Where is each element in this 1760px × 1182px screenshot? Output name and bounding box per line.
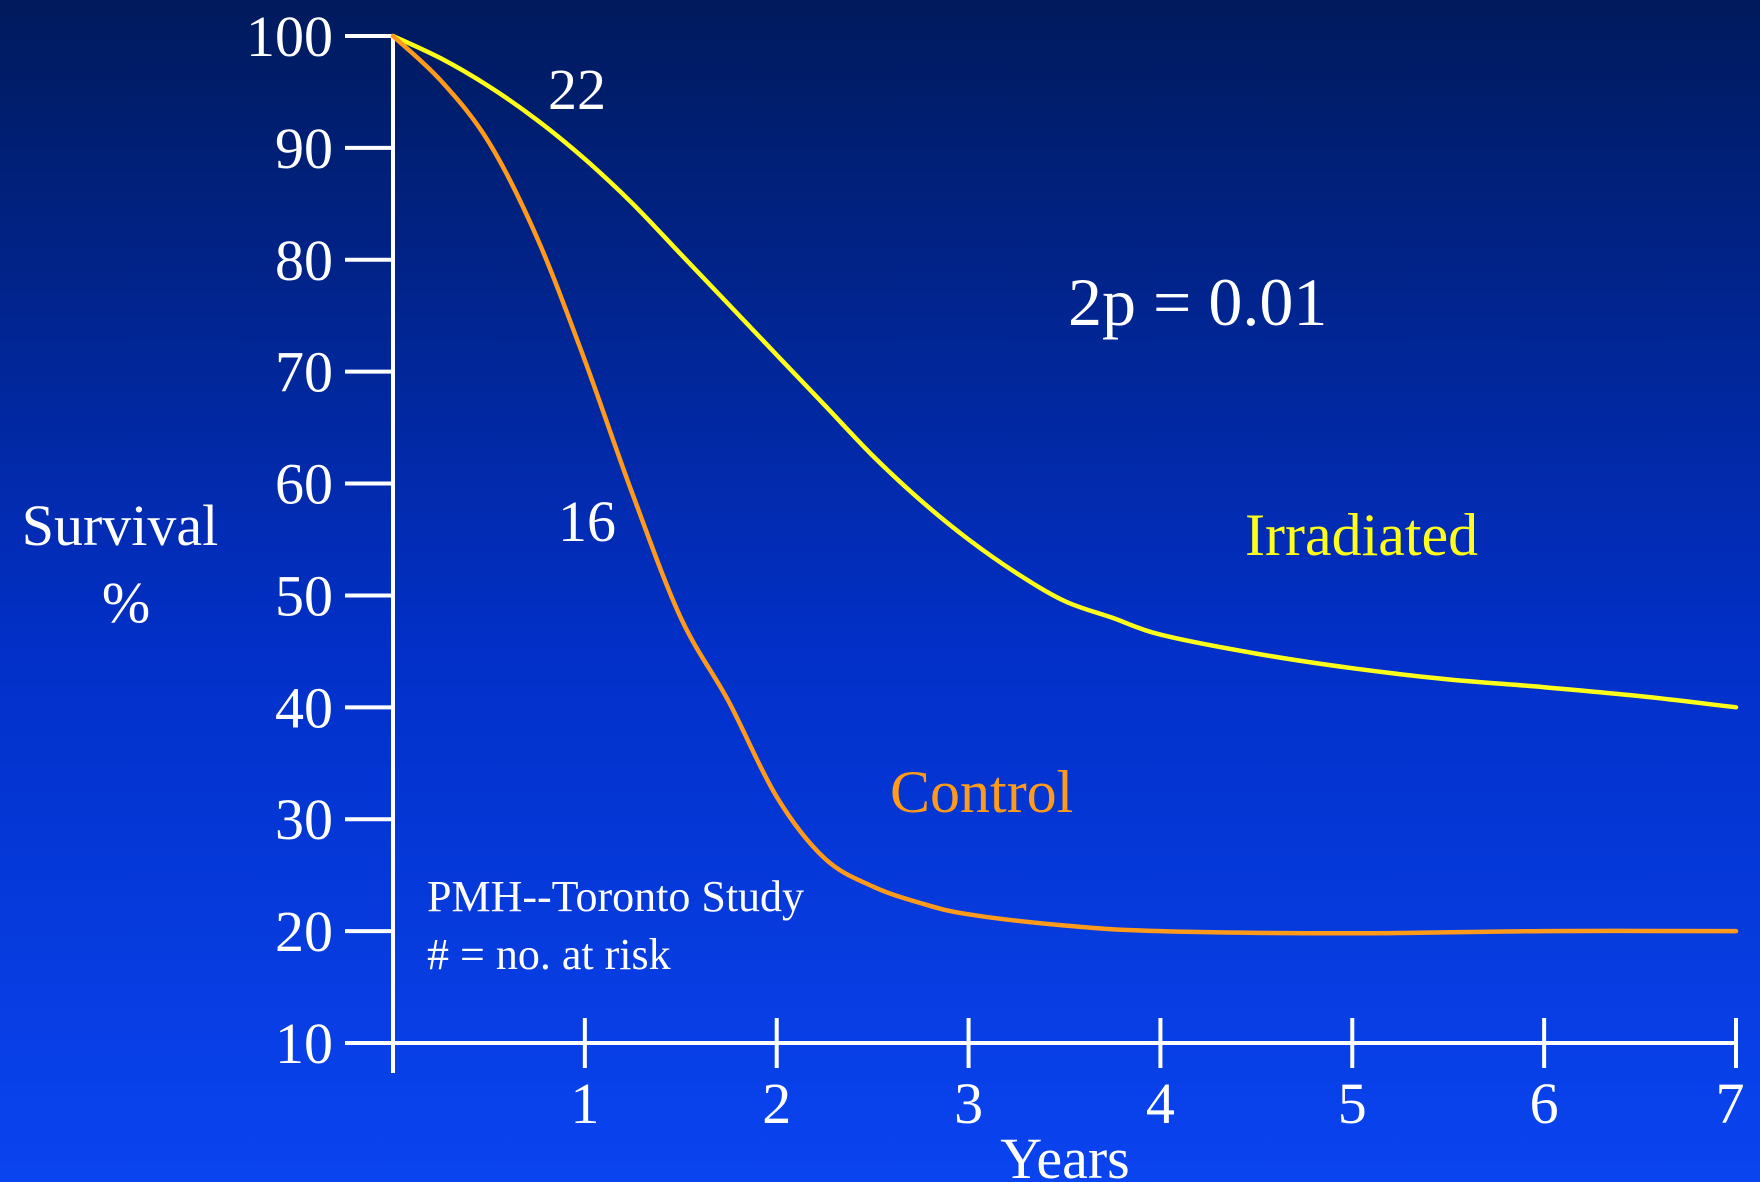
y-tick-label: 60 xyxy=(275,452,333,517)
y-tick-label: 40 xyxy=(275,675,333,740)
x-axis-title: Years xyxy=(1000,1126,1129,1182)
y-tick-label: 90 xyxy=(275,116,333,181)
x-tick-label: 5 xyxy=(1338,1071,1367,1136)
y-tick-label: 80 xyxy=(275,228,333,293)
y-tick-label: 50 xyxy=(275,563,333,628)
x-tick-label: 6 xyxy=(1530,1071,1559,1136)
y-axis-ticks: 100 90 80 70 60 50 40 30 20 10 xyxy=(246,4,393,1076)
at-risk-legend-note: # = no. at risk xyxy=(427,930,671,979)
series-line-control xyxy=(390,33,1739,936)
p-value-annotation: 2p = 0.01 xyxy=(1068,264,1327,340)
y-tick-label: 100 xyxy=(246,4,333,69)
y-tick-label: 30 xyxy=(275,787,333,852)
x-tick-label: 1 xyxy=(570,1071,599,1136)
y-tick-label: 20 xyxy=(275,899,333,964)
y-axis-title-line-2: % xyxy=(102,570,150,635)
series-label-irradiated: Irradiated xyxy=(1245,502,1478,568)
y-tick-label: 10 xyxy=(275,1011,333,1076)
x-axis-ticks: 1 2 3 4 5 6 7 xyxy=(570,1018,1745,1136)
series-line-irradiated xyxy=(390,33,1739,710)
at-risk-control-label: 16 xyxy=(558,489,616,554)
series-label-control: Control xyxy=(890,759,1073,825)
y-tick-label: 70 xyxy=(275,340,333,405)
x-tick-label: 2 xyxy=(762,1071,791,1136)
at-risk-irradiated-label: 22 xyxy=(548,57,606,122)
x-tick-label: 4 xyxy=(1146,1071,1175,1136)
y-axis-title-line-1: Survival xyxy=(22,493,219,558)
x-tick-label: 3 xyxy=(954,1071,983,1136)
study-name-note: PMH--Toronto Study xyxy=(427,872,804,921)
x-tick-label: 7 xyxy=(1716,1071,1745,1136)
